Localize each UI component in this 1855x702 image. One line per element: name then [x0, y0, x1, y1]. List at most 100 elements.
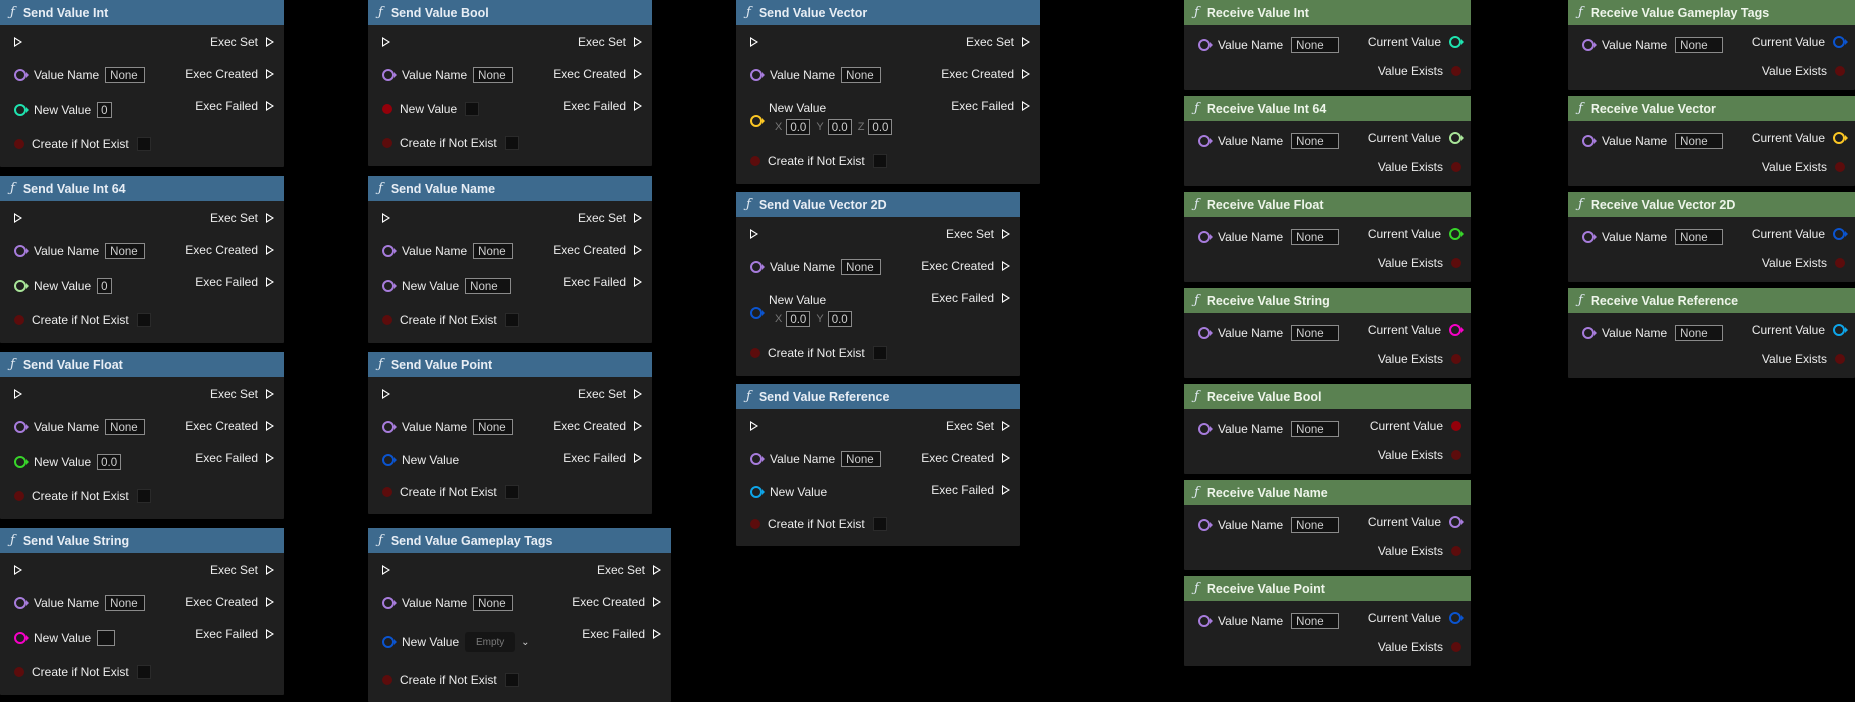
current-value-pin[interactable] [1833, 228, 1848, 240]
value-name-pin[interactable] [1198, 327, 1213, 339]
exec-set-pin[interactable] [266, 389, 274, 399]
new-value-field[interactable]: None [465, 278, 512, 294]
new-value-checkbox[interactable] [465, 102, 480, 116]
current-value-pin[interactable] [1833, 324, 1848, 336]
node-header[interactable]: ƒ Receive Value Gameplay Tags [1568, 0, 1855, 25]
value-name-pin[interactable] [1198, 423, 1213, 435]
value-name-field[interactable]: None [105, 67, 146, 83]
create-if-not-exist-checkbox[interactable] [504, 313, 519, 327]
value-name-pin[interactable] [382, 597, 397, 609]
value-exists-pin[interactable] [1451, 258, 1461, 268]
value-exists-pin[interactable] [1835, 66, 1845, 76]
value-name-field[interactable]: None [1291, 421, 1340, 437]
create-if-not-exist-checkbox[interactable] [872, 346, 887, 360]
node-send-value-reference[interactable]: ƒ Send Value Reference Exec Set Value Nam… [736, 384, 1020, 546]
value-name-field[interactable]: None [105, 595, 146, 611]
exec-set-pin[interactable] [653, 565, 661, 575]
value-name-field[interactable]: None [1291, 37, 1340, 53]
node-header[interactable]: ƒ Send Value Point [368, 352, 652, 377]
node-receive-value-point[interactable]: ƒ Receive Value Point Value Name None Curr… [1184, 576, 1471, 666]
value-exists-pin[interactable] [1451, 450, 1461, 460]
create-if-not-exist-checkbox[interactable] [136, 489, 151, 503]
value-name-pin[interactable] [382, 245, 397, 257]
value-name-pin[interactable] [1582, 39, 1597, 51]
exec-in-pin[interactable] [382, 37, 390, 47]
node-header[interactable]: ƒ Send Value Vector [736, 0, 1040, 25]
new-value-field[interactable]: 0 [97, 278, 112, 294]
node-receive-value-name[interactable]: ƒ Receive Value Name Value Name None Curre… [1184, 480, 1471, 570]
node-send-value-point[interactable]: ƒ Send Value Point Exec Set Value Name Non… [368, 352, 652, 514]
exec-failed-pin[interactable] [266, 453, 274, 463]
exec-created-pin[interactable] [634, 69, 642, 79]
value-name-pin[interactable] [1582, 327, 1597, 339]
value-name-pin[interactable] [1198, 231, 1213, 243]
new-value-pin[interactable] [14, 280, 29, 292]
create-if-not-exist-pin[interactable] [14, 315, 24, 325]
value-name-field[interactable]: None [473, 595, 514, 611]
exec-failed-pin[interactable] [634, 101, 642, 111]
node-header[interactable]: ƒ Send Value Reference [736, 384, 1020, 409]
value-name-pin[interactable] [1198, 39, 1213, 51]
vector-x-field[interactable]: 0.0 [786, 119, 811, 135]
vector-z-field[interactable]: 0.0 [868, 119, 893, 135]
create-if-not-exist-pin[interactable] [750, 519, 760, 529]
exec-set-pin[interactable] [1002, 229, 1010, 239]
value-exists-pin[interactable] [1451, 354, 1461, 364]
create-if-not-exist-checkbox[interactable] [136, 665, 151, 679]
exec-created-pin[interactable] [1022, 69, 1030, 79]
new-value-pin[interactable] [382, 454, 397, 466]
node-header[interactable]: ƒ Send Value String [0, 528, 284, 553]
create-if-not-exist-pin[interactable] [382, 138, 392, 148]
node-header[interactable]: ƒ Receive Value Reference [1568, 288, 1855, 313]
node-send-value-bool[interactable]: ƒ Send Value Bool Exec Set Value Name None… [368, 0, 652, 166]
current-value-pin[interactable] [1449, 516, 1464, 528]
new-value-field[interactable]: 0.0 [97, 454, 122, 470]
value-name-pin[interactable] [1198, 135, 1213, 147]
vector-y-field[interactable]: 0.0 [827, 119, 852, 135]
exec-created-pin[interactable] [634, 421, 642, 431]
value-name-pin[interactable] [1198, 519, 1213, 531]
current-value-pin[interactable] [1833, 36, 1848, 48]
exec-failed-pin[interactable] [266, 101, 274, 111]
gameplay-tags-combo[interactable]: Empty [465, 632, 516, 652]
create-if-not-exist-pin[interactable] [382, 675, 392, 685]
node-header[interactable]: ƒ Send Value Float [0, 352, 284, 377]
node-header[interactable]: ƒ Receive Value Point [1184, 576, 1471, 601]
exec-set-pin[interactable] [634, 389, 642, 399]
value-name-pin[interactable] [1582, 231, 1597, 243]
exec-failed-pin[interactable] [1002, 485, 1010, 495]
exec-created-pin[interactable] [266, 421, 274, 431]
value-name-field[interactable]: None [1291, 133, 1340, 149]
value-exists-pin[interactable] [1451, 546, 1461, 556]
create-if-not-exist-pin[interactable] [382, 487, 392, 497]
exec-set-pin[interactable] [266, 213, 274, 223]
node-header[interactable]: ƒ Receive Value Name [1184, 480, 1471, 505]
node-receive-value-vector2d[interactable]: ƒ Receive Value Vector 2D Value Name None … [1568, 192, 1855, 282]
vector-x-field[interactable]: 0.0 [786, 311, 811, 327]
node-header[interactable]: ƒ Receive Value Int [1184, 0, 1471, 25]
value-name-pin[interactable] [14, 245, 29, 257]
value-name-field[interactable]: None [841, 451, 882, 467]
exec-in-pin[interactable] [750, 421, 758, 431]
exec-set-pin[interactable] [634, 213, 642, 223]
node-header[interactable]: ƒ Send Value Gameplay Tags [368, 528, 671, 553]
value-name-field[interactable]: None [1675, 325, 1724, 341]
value-exists-pin[interactable] [1835, 162, 1845, 172]
create-if-not-exist-pin[interactable] [750, 156, 760, 166]
exec-in-pin[interactable] [382, 565, 390, 575]
node-header[interactable]: ƒ Receive Value Float [1184, 192, 1471, 217]
node-send-value-vector2d[interactable]: ƒ Send Value Vector 2D Exec Set Value Nam… [736, 192, 1020, 376]
value-name-field[interactable]: None [105, 243, 146, 259]
node-header[interactable]: ƒ Receive Value Bool [1184, 384, 1471, 409]
value-name-pin[interactable] [1198, 615, 1213, 627]
value-exists-pin[interactable] [1451, 642, 1461, 652]
new-value-pin[interactable] [14, 104, 29, 116]
node-receive-value-reference[interactable]: ƒ Receive Value Reference Value Name None … [1568, 288, 1855, 378]
value-name-pin[interactable] [382, 69, 397, 81]
exec-failed-pin[interactable] [266, 277, 274, 287]
current-value-pin[interactable] [1451, 421, 1461, 431]
new-value-pin[interactable] [14, 456, 29, 468]
exec-created-pin[interactable] [266, 69, 274, 79]
exec-in-pin[interactable] [382, 213, 390, 223]
exec-created-pin[interactable] [266, 597, 274, 607]
